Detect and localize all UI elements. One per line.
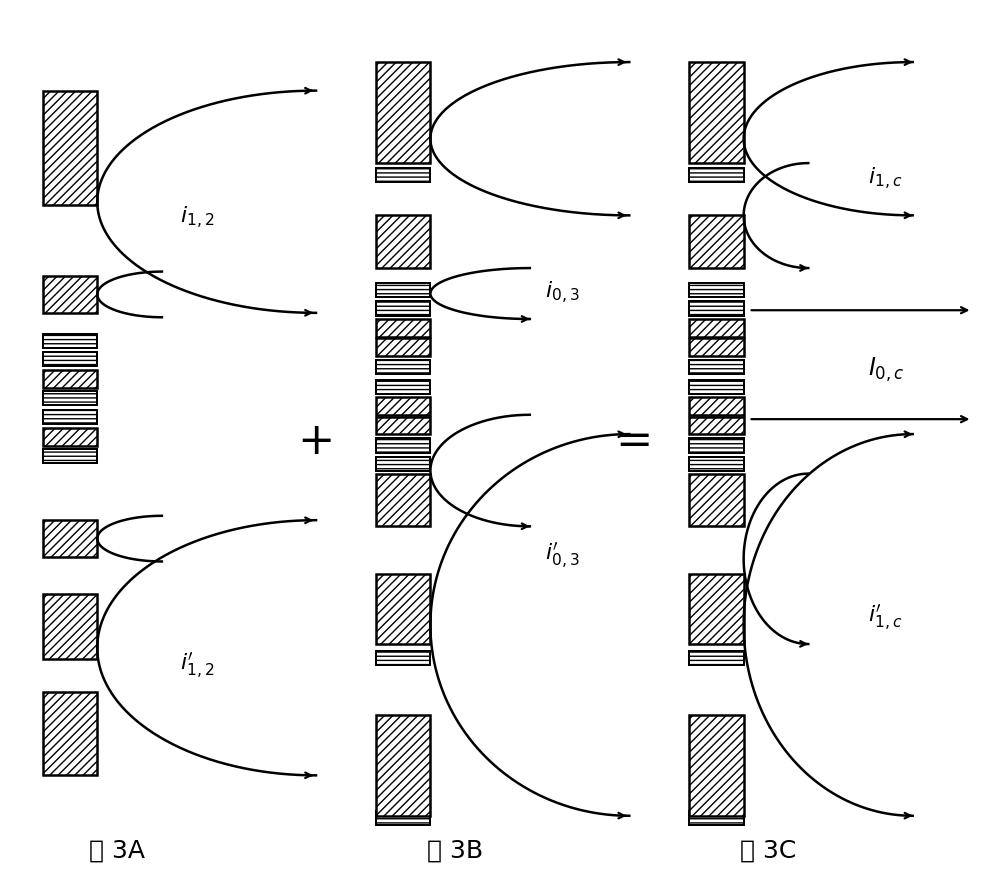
- Bar: [43, 428, 97, 446]
- Bar: [43, 520, 97, 557]
- Bar: [376, 168, 430, 182]
- Bar: [43, 410, 97, 424]
- Text: $i_{0,3}'$: $i_{0,3}'$: [545, 541, 579, 571]
- Bar: [689, 438, 744, 453]
- Bar: [689, 652, 744, 665]
- Bar: [689, 574, 744, 644]
- Bar: [43, 593, 97, 659]
- Bar: [43, 391, 97, 405]
- Bar: [43, 449, 97, 463]
- Text: +: +: [297, 421, 335, 463]
- Text: $i_{0,3}$: $i_{0,3}$: [545, 279, 579, 306]
- Bar: [43, 91, 97, 205]
- Bar: [689, 339, 744, 356]
- Text: 图 3C: 图 3C: [740, 839, 797, 863]
- Bar: [689, 416, 744, 434]
- Bar: [376, 62, 430, 163]
- Bar: [376, 715, 430, 816]
- Bar: [689, 811, 744, 825]
- Bar: [43, 370, 97, 387]
- Bar: [689, 397, 744, 415]
- Text: $i_{1,2}$: $i_{1,2}$: [180, 205, 214, 231]
- Text: $i_{1,c}'$: $i_{1,c}'$: [868, 603, 902, 633]
- Bar: [376, 379, 430, 393]
- Bar: [376, 457, 430, 471]
- Bar: [376, 216, 430, 268]
- Text: 图 3B: 图 3B: [427, 839, 483, 863]
- Bar: [376, 283, 430, 297]
- Bar: [376, 474, 430, 526]
- Bar: [376, 811, 430, 825]
- Text: =: =: [616, 421, 653, 463]
- Bar: [376, 339, 430, 356]
- Bar: [689, 379, 744, 393]
- Bar: [43, 353, 97, 367]
- Bar: [689, 301, 744, 316]
- Bar: [689, 216, 744, 268]
- Bar: [376, 652, 430, 665]
- Bar: [689, 457, 744, 471]
- Bar: [376, 301, 430, 316]
- Text: $i_{1,c}$: $i_{1,c}$: [868, 165, 902, 192]
- Bar: [376, 397, 430, 415]
- Bar: [689, 361, 744, 374]
- Bar: [376, 416, 430, 434]
- Bar: [43, 692, 97, 775]
- Text: $i_{1,2}'$: $i_{1,2}'$: [180, 651, 214, 681]
- Bar: [376, 574, 430, 644]
- Bar: [376, 319, 430, 337]
- Bar: [376, 361, 430, 374]
- Bar: [689, 474, 744, 526]
- Bar: [376, 438, 430, 453]
- Bar: [689, 283, 744, 297]
- Text: 图 3A: 图 3A: [89, 839, 145, 863]
- Bar: [43, 276, 97, 313]
- Bar: [689, 319, 744, 337]
- Bar: [689, 168, 744, 182]
- Bar: [689, 62, 744, 163]
- Text: $I_{0,c}$: $I_{0,c}$: [868, 356, 905, 384]
- Bar: [689, 715, 744, 816]
- Bar: [43, 334, 97, 348]
